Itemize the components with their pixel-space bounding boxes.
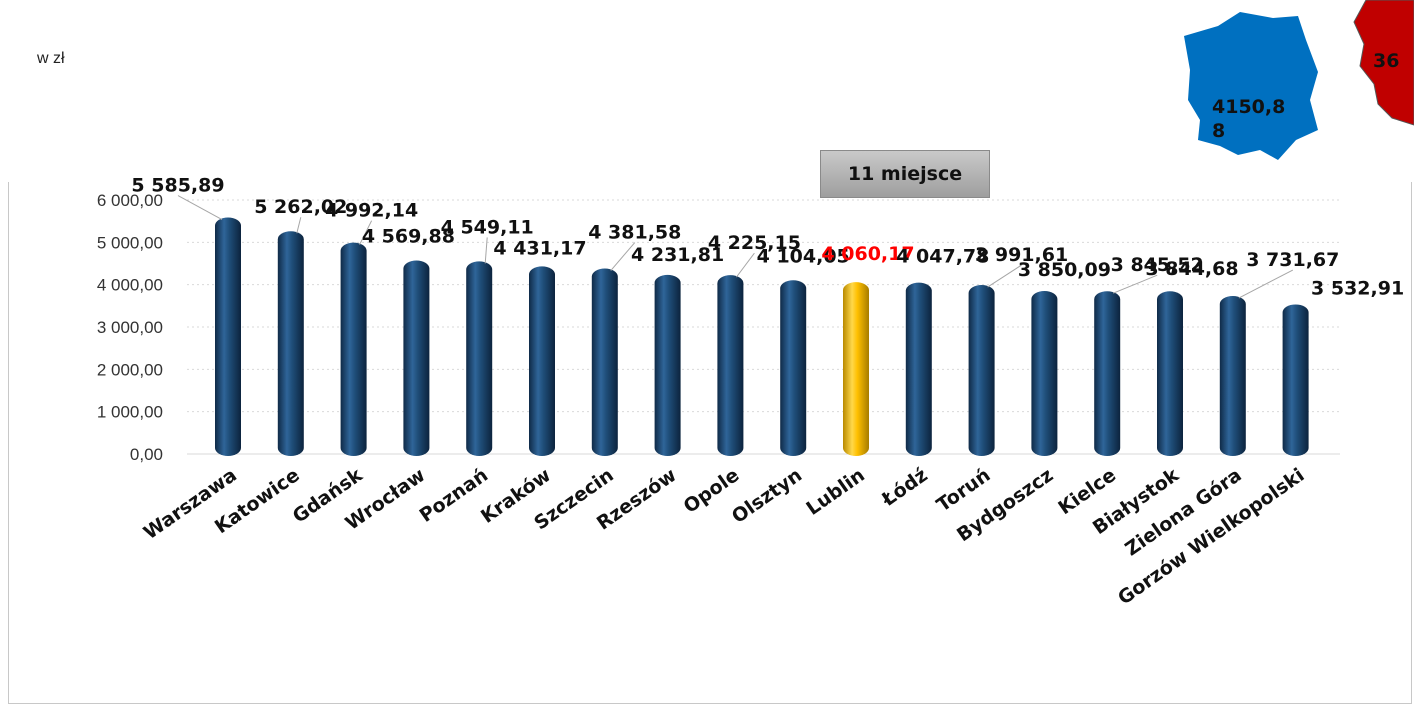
y-tick-label: 1 000,00 <box>97 403 163 422</box>
data-label: 4 060,17 <box>821 243 914 265</box>
bar <box>1094 291 1121 456</box>
bar <box>1282 304 1309 456</box>
bar <box>654 274 681 456</box>
map-value: 4150,88 <box>1212 96 1286 142</box>
y-tick-label: 4 000,00 <box>97 276 163 295</box>
y-tick-label: 2 000,00 <box>97 360 163 379</box>
data-label: 3 850,09 <box>1018 259 1111 281</box>
leader-line <box>1113 274 1158 294</box>
bar <box>717 275 744 456</box>
data-label: 5 262,02 <box>254 196 347 218</box>
bar <box>968 285 995 456</box>
category-label: Olsztyn <box>728 464 806 528</box>
data-label: 4 381,58 <box>588 222 681 244</box>
leader-line <box>484 237 488 264</box>
bar <box>340 242 367 456</box>
category-label: Lublin <box>802 464 869 520</box>
data-label: 3 731,67 <box>1246 249 1339 271</box>
bar <box>1031 291 1058 456</box>
data-label: 4 231,81 <box>631 244 724 266</box>
voivodeship-map-shape <box>1353 0 1414 126</box>
y-tick-label: 6 000,00 <box>97 191 163 210</box>
y-tick-label: 5 000,00 <box>97 233 163 252</box>
bar <box>905 282 932 456</box>
bar <box>1157 291 1183 456</box>
y-tick-label: 3 000,00 <box>97 318 163 337</box>
category-label: Łódź <box>877 464 931 511</box>
bar <box>403 260 430 456</box>
data-label: 4 431,17 <box>493 237 586 259</box>
bar <box>277 231 304 456</box>
bar <box>591 268 618 456</box>
y-tick-label: 0,00 <box>130 445 163 464</box>
unit-label: w zł <box>37 50 65 67</box>
leader-line <box>987 264 1022 288</box>
data-label: 3 844,68 <box>1145 258 1238 280</box>
chart-frame <box>8 182 1412 704</box>
bar <box>529 266 555 456</box>
data-label: 4 104,05 <box>757 245 850 267</box>
data-label: 4 549,11 <box>441 216 534 238</box>
data-label: 3 845,52 <box>1111 254 1204 276</box>
leader-line <box>359 220 373 245</box>
poland-map-shape <box>1184 12 1318 160</box>
data-label: 5 585,89 <box>131 175 224 197</box>
leader-line <box>1238 269 1294 299</box>
leader-line <box>177 195 223 220</box>
category-label: Poznań <box>416 464 492 527</box>
data-label: 4 225,15 <box>708 232 801 254</box>
bar <box>780 280 807 456</box>
leader-line <box>296 217 302 234</box>
data-label: 4 992,14 <box>325 200 418 222</box>
place-badge: 11 miejsce <box>820 150 990 198</box>
leader-line <box>736 252 755 278</box>
bar <box>466 261 493 456</box>
data-label: 3 532,91 <box>1311 277 1404 299</box>
data-label: 3 991,61 <box>975 244 1068 266</box>
map-second-value: 36 <box>1373 50 1400 72</box>
bar <box>1219 296 1246 456</box>
leader-line <box>610 242 636 271</box>
data-label: 4 569,88 <box>362 226 455 248</box>
bar <box>843 282 869 456</box>
data-label: 4 047,78 <box>896 246 989 268</box>
bar <box>215 217 241 456</box>
poland-map-icon <box>1184 0 1414 160</box>
